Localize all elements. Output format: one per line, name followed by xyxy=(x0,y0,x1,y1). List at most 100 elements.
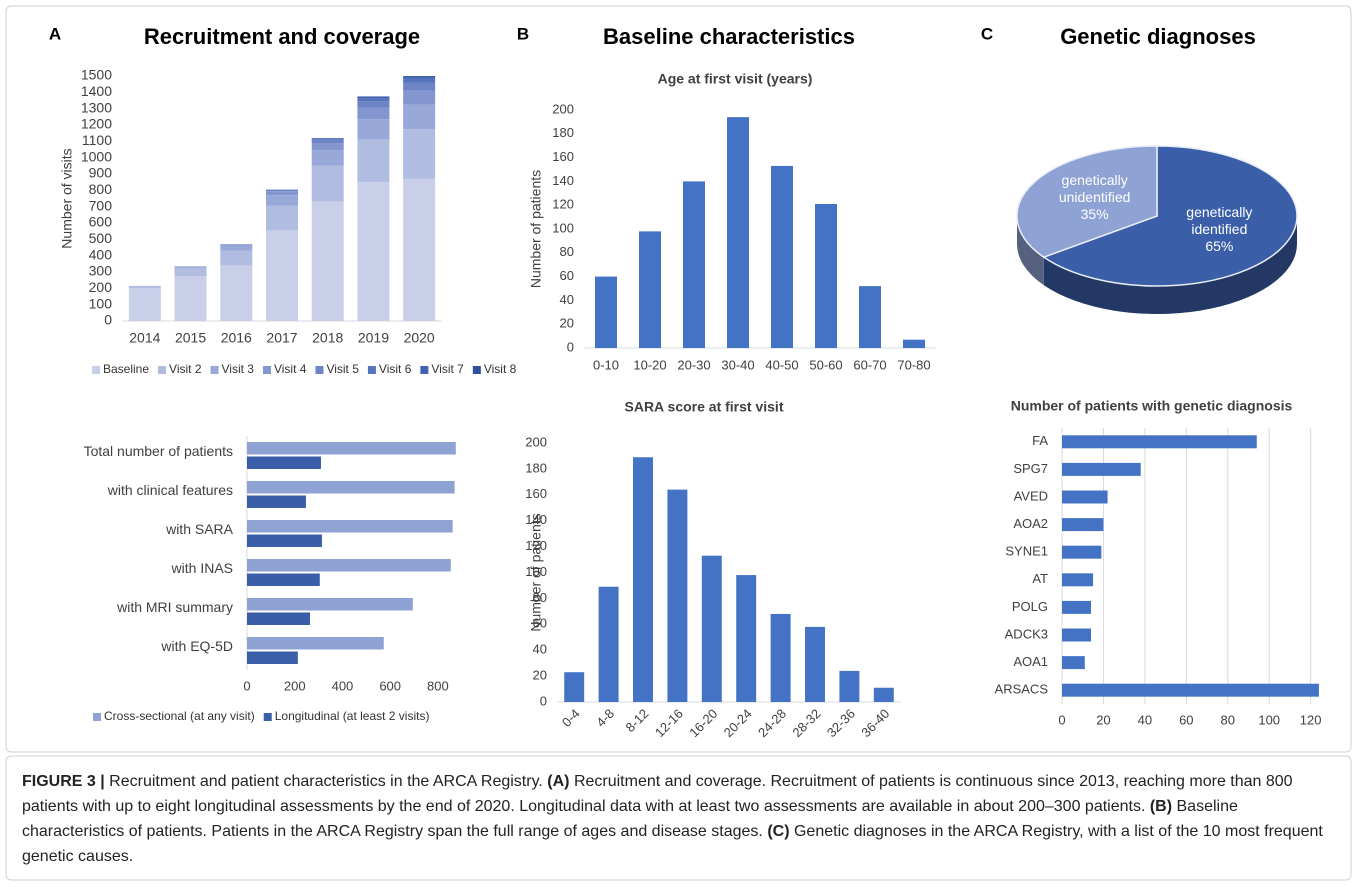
y-tick-label: SPG7 xyxy=(1013,461,1048,476)
panel-letter: C xyxy=(981,24,993,43)
bar xyxy=(247,612,310,625)
bar xyxy=(247,481,455,494)
pie-label-box: genetically unidentified 35% xyxy=(1052,172,1138,223)
y-tick-label: with MRI summary xyxy=(116,599,233,615)
bar xyxy=(247,651,298,664)
bar-segment xyxy=(266,205,298,231)
legend-swatch xyxy=(420,366,429,374)
legend-label: Longitudinal (at least 2 visits) xyxy=(275,709,430,723)
caption-text: Recruitment and coverage. Recruitment of… xyxy=(22,773,1293,815)
x-tick-label: 0 xyxy=(1058,712,1065,727)
chart-title: Age at first visit (years) xyxy=(658,71,813,87)
legend-swatch xyxy=(315,366,324,374)
y-tick-label: 300 xyxy=(89,263,113,279)
x-tick-label: 28-32 xyxy=(789,706,823,740)
x-tick-label: 60 xyxy=(1179,712,1193,727)
x-tick-label: 70-80 xyxy=(897,357,930,372)
y-tick-label: 100 xyxy=(552,220,574,235)
x-tick-label: 8-12 xyxy=(623,706,652,735)
y-tick-label: 40 xyxy=(533,642,547,657)
x-tick-label: 2020 xyxy=(404,330,435,346)
y-tick-label: 120 xyxy=(552,197,574,212)
legend-swatch xyxy=(93,713,101,721)
y-tick-label: 0 xyxy=(567,339,574,354)
y-tick-label: with SARA xyxy=(165,521,234,537)
bar xyxy=(247,520,453,533)
pie-category-label: genetically identified xyxy=(1186,203,1253,237)
caption-text: Recruitment and patient characteristics … xyxy=(104,773,548,790)
y-tick-label: 200 xyxy=(89,279,113,295)
bar-segment xyxy=(403,78,436,83)
bar xyxy=(839,670,860,702)
x-tick-label: 400 xyxy=(332,678,354,693)
bar xyxy=(247,637,384,650)
bar-segment xyxy=(220,245,253,251)
bar-segment xyxy=(357,182,390,321)
legend-label: Visit 5 xyxy=(326,362,359,376)
y-tick-label: 1400 xyxy=(81,83,112,99)
y-tick-label: 1100 xyxy=(82,132,112,148)
bar-segment xyxy=(266,195,298,206)
bar xyxy=(771,165,793,348)
bar xyxy=(1062,518,1104,532)
y-tick-label: 120 xyxy=(525,538,547,553)
bar-segment xyxy=(403,76,436,77)
pie-slice xyxy=(1042,145,1298,287)
y-tick-label: 1500 xyxy=(81,67,112,83)
bar-segment xyxy=(357,101,390,108)
figure-frame xyxy=(5,5,1352,753)
bar-segment xyxy=(311,142,344,151)
x-tick-label: 2018 xyxy=(312,330,343,346)
bar-segment xyxy=(220,250,253,266)
x-tick-label: 800 xyxy=(427,678,449,693)
y-tick-label: 1200 xyxy=(81,116,112,132)
bar-segment xyxy=(403,178,436,321)
bar-segment xyxy=(266,189,298,192)
x-tick-label: 32-36 xyxy=(824,706,858,740)
bar xyxy=(639,231,661,348)
bar xyxy=(1062,573,1094,587)
bar xyxy=(701,555,722,702)
legend-label: Visit 4 xyxy=(274,362,307,376)
y-tick-label: ARSACS xyxy=(995,682,1049,697)
y-tick-label: 1000 xyxy=(81,148,112,164)
x-tick-label: 20-24 xyxy=(721,706,755,740)
bar xyxy=(633,457,653,702)
y-tick-label: 80 xyxy=(560,244,574,259)
panel-title: Baseline characteristics xyxy=(603,24,855,49)
bar xyxy=(247,534,322,547)
x-tick-label: 12-16 xyxy=(652,706,686,740)
y-axis-label: Number of patients xyxy=(528,170,544,288)
y-tick-label: 100 xyxy=(89,295,113,311)
bar xyxy=(1062,600,1092,614)
y-tick-label: 180 xyxy=(525,460,547,475)
x-tick-label: 2019 xyxy=(358,330,389,346)
y-tick-label: 500 xyxy=(89,230,113,246)
legend-swatch xyxy=(262,366,271,374)
bar-segment xyxy=(220,244,253,246)
bar xyxy=(1062,545,1102,559)
x-tick-label: 100 xyxy=(1258,712,1280,727)
bar-segment xyxy=(357,98,390,102)
bar-segment xyxy=(311,165,344,202)
bar-segment xyxy=(174,267,207,277)
bar xyxy=(859,286,881,348)
bar xyxy=(247,598,413,611)
chart-title: Number of patients with genetic diagnosi… xyxy=(1011,398,1293,414)
caption-text: (C) xyxy=(767,823,790,840)
y-tick-label: 60 xyxy=(560,268,574,283)
y-tick-label: 80 xyxy=(533,590,547,605)
bar xyxy=(815,204,837,348)
bar-segment xyxy=(174,276,207,321)
pie-slice xyxy=(1016,145,1158,258)
y-tick-label: 20 xyxy=(533,668,547,683)
caption-text: FIGURE 3 | xyxy=(22,773,105,790)
bar-segment xyxy=(128,285,161,289)
pie-side xyxy=(1017,216,1044,286)
caption-text: Genetic diagnoses in the ARCA Registry, … xyxy=(22,823,1323,865)
bar xyxy=(247,442,456,455)
bar-segment xyxy=(220,265,253,321)
x-tick-label: 60-70 xyxy=(853,357,886,372)
y-tick-label: 700 xyxy=(89,197,113,213)
